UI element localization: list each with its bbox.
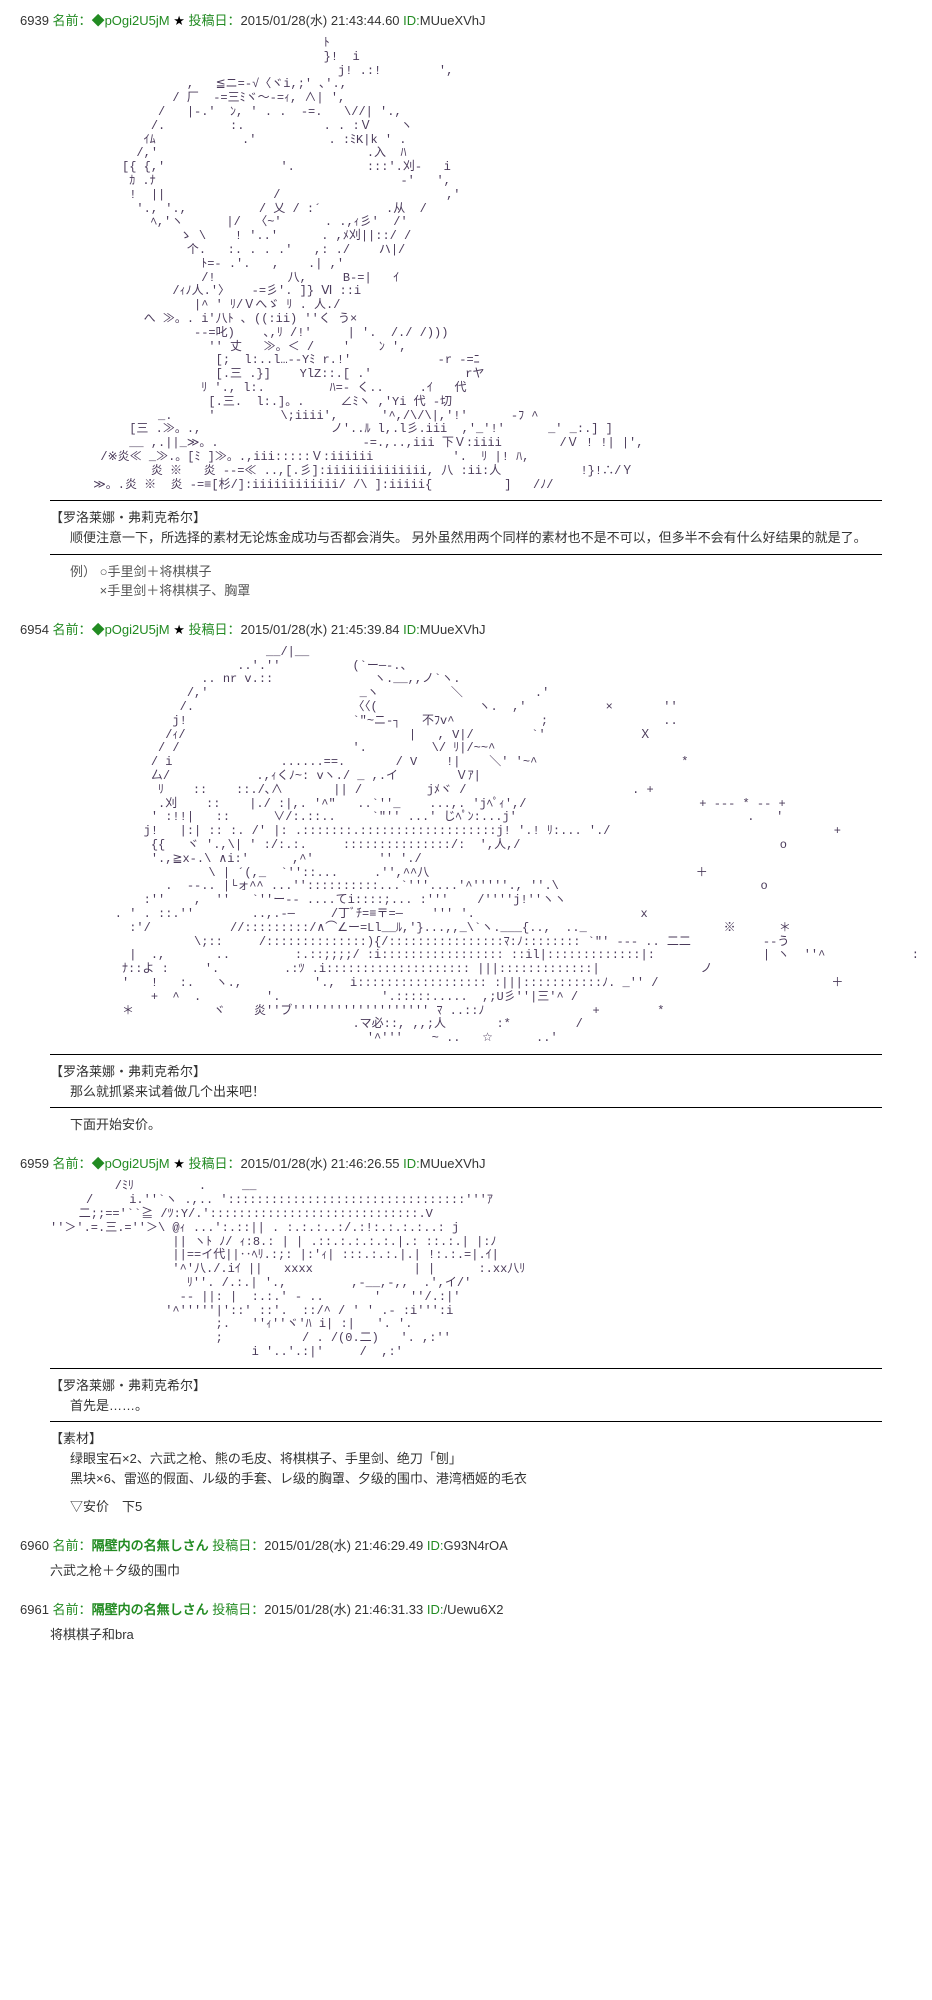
post-date: 2015/01/28(水) 21:45:39.84 <box>241 622 400 637</box>
poster-name: 隔壁内の名無しさん <box>92 1538 209 1553</box>
post-date: 2015/01/28(水) 21:46:26.55 <box>241 1156 400 1171</box>
tripcode: ◆pOgi2U5jM <box>92 622 170 637</box>
id-label: ID: <box>403 622 420 637</box>
post-date: 2015/01/28(水) 21:46:31.33 <box>264 1602 423 1617</box>
ascii-art: __/|__ ..'.'' (`ー─-.、 .. nr v.:: ヽ.__,,ノ… <box>50 646 912 1046</box>
divider-line <box>50 554 882 555</box>
post: 6961 名前：隔壁内の名無しさん 投稿日：2015/01/28(水) 21:4… <box>20 1599 912 1643</box>
ascii-art: /ﾐﾘ . __ / i.''`ヽ .,.. '::::::::::::::::… <box>50 1180 912 1359</box>
divider-line <box>50 1421 882 1422</box>
tripcode: ◆pOgi2U5jM <box>92 1156 170 1171</box>
post-number: 6960 <box>20 1538 49 1553</box>
date-label: 投稿日： <box>189 1156 241 1171</box>
date-label: 投稿日： <box>212 1538 264 1553</box>
example-block: 例） ○手里剑＋将棋棋子 ×手里剑＋将棋棋子、胸罩 <box>70 561 882 599</box>
dialogue-text: 那么就抓紧来试着做几个出来吧！ <box>70 1082 882 1102</box>
speaker-name: 【罗洛莱娜・弗莉克希尔】 <box>50 1375 882 1394</box>
ascii-art: ﾄ }! i j! .:! ', , ≦ニ=-√〈ヾi,;' ､'., / 厂 … <box>50 37 912 492</box>
tripcode: ◆pOgi2U5jM <box>92 13 170 28</box>
post-id: MUueXVhJ <box>420 13 486 28</box>
post-id: MUueXVhJ <box>420 1156 486 1171</box>
post: 6960 名前：隔壁内の名無しさん 投稿日：2015/01/28(水) 21:4… <box>20 1535 912 1579</box>
post-id: G93N4rOA <box>443 1538 507 1553</box>
material-list: 绿眼宝石×2、六武之枪、熊の毛皮、将棋棋子、手里剑、绝刀「刨」 黑块×6、雷巡的… <box>70 1449 882 1488</box>
post: 6954 名前：◆pOgi2U5jM ★ 投稿日：2015/01/28(水) 2… <box>20 619 912 1134</box>
name-label: 名前： <box>53 1602 92 1617</box>
poster-name: 隔壁内の名無しさん <box>92 1602 209 1617</box>
post-date: 2015/01/28(水) 21:46:29.49 <box>264 1538 423 1553</box>
post-header: 6959 名前：◆pOgi2U5jM ★ 投稿日：2015/01/28(水) 2… <box>20 1153 912 1172</box>
name-label: 名前： <box>53 622 92 637</box>
post-number: 6939 <box>20 13 49 28</box>
divider-line <box>50 1368 882 1369</box>
post: 6939 名前：◆pOgi2U5jM ★ 投稿日：2015/01/28(水) 2… <box>20 10 912 599</box>
post-number: 6959 <box>20 1156 49 1171</box>
date-label: 投稿日： <box>189 622 241 637</box>
id-label: ID: <box>403 13 420 28</box>
id-label: ID: <box>427 1602 444 1617</box>
reply-body: 六武之枪＋夕级的围巾 <box>50 1560 912 1579</box>
example-label: 例） <box>70 564 96 579</box>
id-label: ID: <box>403 1156 420 1171</box>
divider-line <box>50 1054 882 1055</box>
star-icon: ★ <box>173 13 185 28</box>
date-label: 投稿日： <box>212 1602 264 1617</box>
divider-line <box>50 1107 882 1108</box>
star-icon: ★ <box>173 1156 185 1171</box>
divider-line <box>50 500 882 501</box>
speaker-name: 【罗洛莱娜・弗莉克希尔】 <box>50 1061 882 1080</box>
post-header: 6960 名前：隔壁内の名無しさん 投稿日：2015/01/28(水) 21:4… <box>20 1535 912 1554</box>
post-header: 6954 名前：◆pOgi2U5jM ★ 投稿日：2015/01/28(水) 2… <box>20 619 912 638</box>
name-label: 名前： <box>53 1156 92 1171</box>
name-label: 名前： <box>53 1538 92 1553</box>
post-number: 6961 <box>20 1602 49 1617</box>
date-label: 投稿日： <box>189 13 241 28</box>
post-id: MUueXVhJ <box>420 622 486 637</box>
post-header: 6961 名前：隔壁内の名無しさん 投稿日：2015/01/28(水) 21:4… <box>20 1599 912 1618</box>
post: 6959 名前：◆pOgi2U5jM ★ 投稿日：2015/01/28(水) 2… <box>20 1153 912 1515</box>
post-number: 6954 <box>20 622 49 637</box>
material-label: 【素材】 <box>50 1428 882 1447</box>
dialogue-text: 首先是……。 <box>70 1396 882 1416</box>
reply-body: 将棋棋子和bra <box>50 1624 912 1643</box>
dialogue-text: 顺便注意一下，所选择的素材无论炼金成功与否都会消失。 另外虽然用两个同样的素材也… <box>70 528 882 548</box>
speaker-name: 【罗洛莱娜・弗莉克希尔】 <box>50 507 882 526</box>
anka-text: ▽安价 下5 <box>70 1496 882 1515</box>
id-label: ID: <box>427 1538 444 1553</box>
post-date: 2015/01/28(水) 21:43:44.60 <box>241 13 400 28</box>
post-header: 6939 名前：◆pOgi2U5jM ★ 投稿日：2015/01/28(水) 2… <box>20 10 912 29</box>
narration-text: 下面开始安价。 <box>70 1114 882 1133</box>
example-text: ○手里剑＋将棋棋子 ×手里剑＋将棋棋子、胸罩 <box>100 561 251 599</box>
post-id: /Uewu6X2 <box>443 1602 503 1617</box>
name-label: 名前： <box>53 13 92 28</box>
star-icon: ★ <box>173 622 185 637</box>
